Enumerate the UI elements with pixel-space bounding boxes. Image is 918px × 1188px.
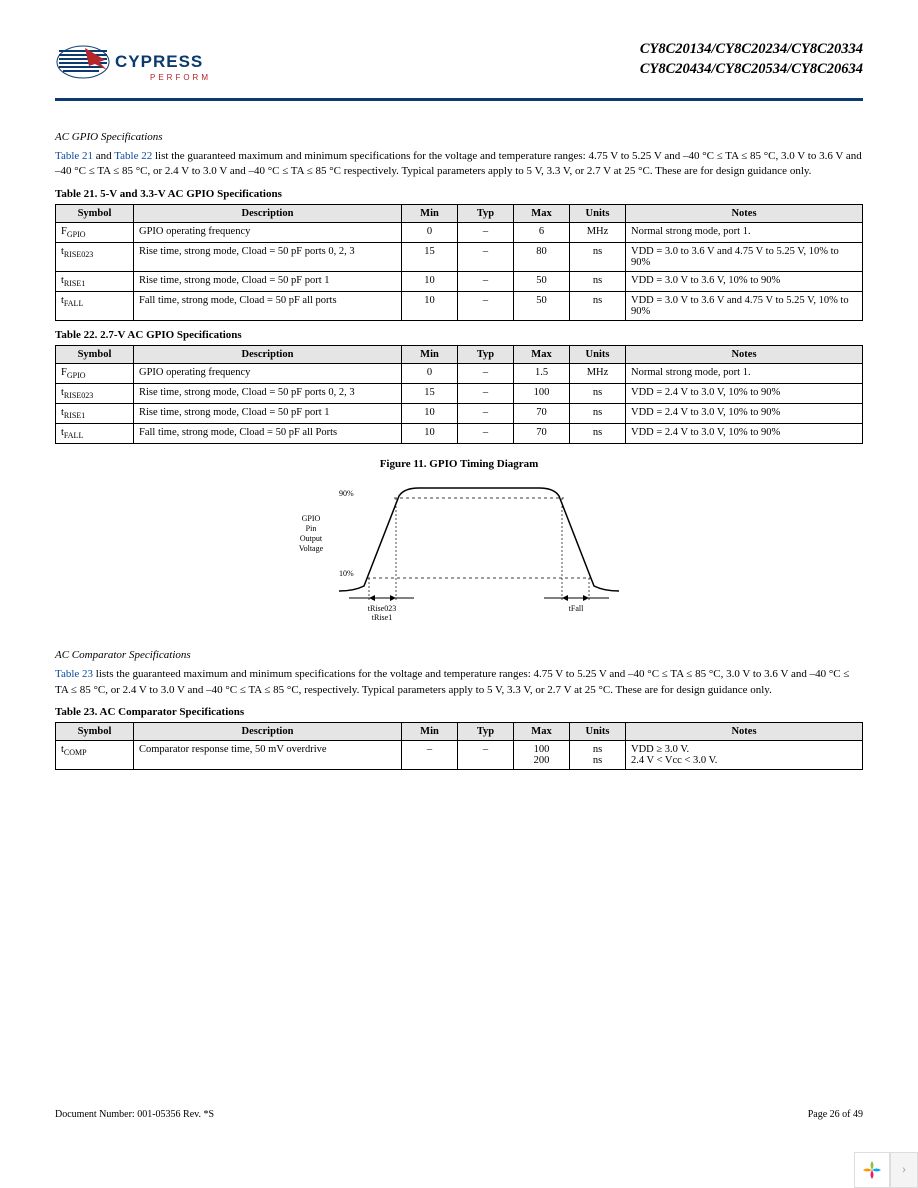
table-22: Symbol Description Min Typ Max Units Not… xyxy=(55,345,863,444)
cypress-logo-icon: CYPRESS PERFORM xyxy=(55,40,225,92)
table-row: tCOMPComparator response time, 50 mV ove… xyxy=(56,741,863,770)
svg-text:tFall: tFall xyxy=(569,604,584,613)
doc-number: Document Number: 001-05356 Rev. *S xyxy=(55,1109,214,1120)
caption-table21: Table 21. 5-V and 3.3-V AC GPIO Specific… xyxy=(55,188,863,200)
chevron-right-icon: › xyxy=(902,1162,907,1178)
logo-brand-text: CYPRESS xyxy=(115,52,203,71)
link-table22[interactable]: Table 22 xyxy=(114,150,152,162)
corner-app-icon[interactable] xyxy=(854,1152,890,1188)
link-table21[interactable]: Table 21 xyxy=(55,150,93,162)
waveform-path xyxy=(339,488,619,591)
table-header-row: Symbol Description Min Typ Max Units Not… xyxy=(56,345,863,363)
part-line-1: CY8C20134/CY8C20234/CY8C20334 xyxy=(640,40,863,60)
corner-widget: › xyxy=(854,1152,918,1188)
svg-text:Voltage: Voltage xyxy=(299,544,324,553)
intro-comparator: Table 23 lists the guaranteed maximum an… xyxy=(55,667,863,698)
svg-text:tRise1: tRise1 xyxy=(372,613,392,622)
caption-table22: Table 22. 2.7-V AC GPIO Specifications xyxy=(55,329,863,341)
intro-comp-rest: lists the guaranteed maximum and minimum… xyxy=(55,668,849,695)
table-header-row: Symbol Description Min Typ Max Units Not… xyxy=(56,723,863,741)
table-row: tRISE1Rise time, strong mode, Cload = 50… xyxy=(56,404,863,424)
svg-text:90%: 90% xyxy=(339,489,354,498)
table-23: Symbol Description Min Typ Max Units Not… xyxy=(55,722,863,770)
figure-11: GPIO Pin Output Voltage 90% 10% tRise023… xyxy=(55,476,863,631)
svg-text:Output: Output xyxy=(300,534,323,543)
table-row: tRISE023Rise time, strong mode, Cload = … xyxy=(56,242,863,271)
section-title-comparator: AC Comparator Specifications xyxy=(55,649,863,661)
svg-text:tRise023: tRise023 xyxy=(368,604,396,613)
table-row: tRISE023Rise time, strong mode, Cload = … xyxy=(56,384,863,404)
intro-gpio-rest: list the guaranteed maximum and minimum … xyxy=(55,150,862,177)
logo-tagline-text: PERFORM xyxy=(150,73,211,82)
table-row: tFALLFall time, strong mode, Cload = 50 … xyxy=(56,291,863,320)
link-table23[interactable]: Table 23 xyxy=(55,668,93,680)
svg-text:Pin: Pin xyxy=(306,524,317,533)
svg-text:10%: 10% xyxy=(339,569,354,578)
page-footer: Document Number: 001-05356 Rev. *S Page … xyxy=(55,1109,863,1120)
caption-figure11: Figure 11. GPIO Timing Diagram xyxy=(55,458,863,470)
part-line-2: CY8C20434/CY8C20534/CY8C20634 xyxy=(640,60,863,80)
section-title-gpio: AC GPIO Specifications xyxy=(55,131,863,143)
gpio-timing-diagram: GPIO Pin Output Voltage 90% 10% tRise023… xyxy=(279,476,639,631)
intro-gpio: Table 21 and Table 22 list the guarantee… xyxy=(55,149,863,180)
table-header-row: Symbol Description Min Typ Max Units Not… xyxy=(56,204,863,222)
page-header: CYPRESS PERFORM CY8C20134/CY8C20234/CY8C… xyxy=(55,40,863,92)
svg-text:GPIO: GPIO xyxy=(302,514,321,523)
page-number: Page 26 of 49 xyxy=(808,1109,863,1120)
table-21: Symbol Description Min Typ Max Units Not… xyxy=(55,204,863,321)
table-row: tRISE1Rise time, strong mode, Cload = 50… xyxy=(56,271,863,291)
logo: CYPRESS PERFORM xyxy=(55,40,225,92)
table-row: FGPIOGPIO operating frequency0–1.5MHzNor… xyxy=(56,363,863,383)
header-rule xyxy=(55,98,863,101)
caption-table23: Table 23. AC Comparator Specifications xyxy=(55,706,863,718)
part-numbers: CY8C20134/CY8C20234/CY8C20334 CY8C20434/… xyxy=(640,40,863,79)
corner-next-button[interactable]: › xyxy=(890,1152,918,1188)
table-row: FGPIOGPIO operating frequency0–6MHzNorma… xyxy=(56,222,863,242)
table-row: tFALLFall time, strong mode, Cload = 50 … xyxy=(56,424,863,444)
